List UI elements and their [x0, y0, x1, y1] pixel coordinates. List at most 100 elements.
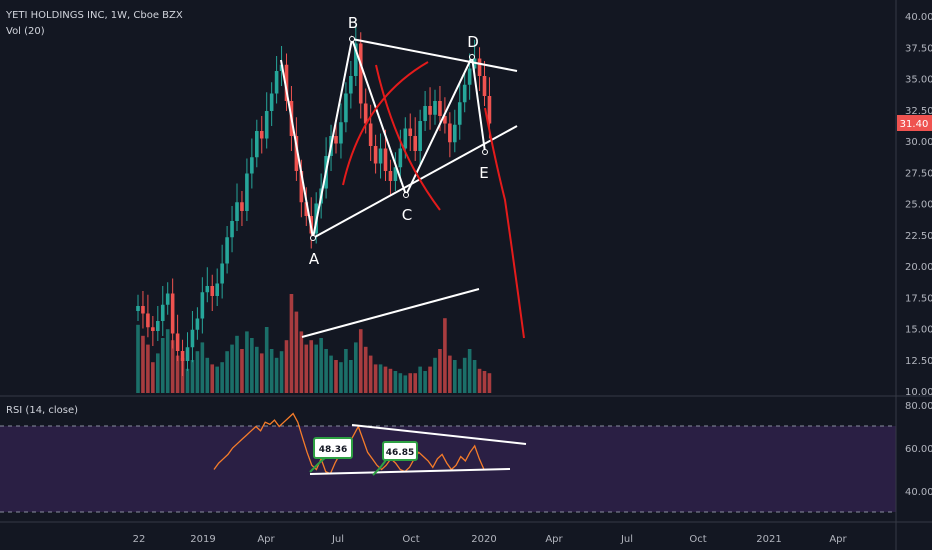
- candle-body: [151, 327, 155, 331]
- candle-body: [255, 131, 259, 158]
- candle-body: [235, 202, 239, 221]
- candle: [170, 278, 175, 349]
- candle: [448, 112, 452, 158]
- candle-body: [180, 351, 185, 361]
- candle: [388, 159, 393, 196]
- price-tick-label: 37.50: [905, 43, 932, 54]
- volume-bar: [309, 340, 314, 393]
- volume-trendline[interactable]: [301, 288, 480, 338]
- pattern-point-c[interactable]: [403, 192, 409, 198]
- rsi-label-2: 46.85: [386, 448, 414, 458]
- pattern-point-d[interactable]: [469, 54, 475, 60]
- candle: [358, 32, 363, 119]
- volume-bar: [462, 357, 467, 393]
- candle: [408, 113, 413, 151]
- volume-bar: [329, 355, 333, 393]
- projection-arc-down[interactable]: [375, 64, 441, 211]
- candle-body: [210, 286, 215, 296]
- volume-bar: [339, 362, 343, 393]
- volume-bar: [225, 351, 229, 393]
- rsi-upper-trendline[interactable]: [351, 424, 527, 445]
- pattern-point-a[interactable]: [310, 235, 316, 241]
- candle: [200, 277, 205, 334]
- volume-bar: [250, 338, 254, 393]
- candle: [344, 82, 348, 133]
- volume-bar: [175, 355, 180, 393]
- rsi-lower-trendline[interactable]: [309, 468, 511, 475]
- candle-body: [160, 304, 165, 321]
- volume-bar: [200, 342, 205, 393]
- projection-arc-up[interactable]: [342, 61, 429, 186]
- time-tick-label: Jul: [331, 534, 344, 545]
- volume-bar: [289, 294, 294, 393]
- price-tick-label: 27.50: [905, 168, 932, 179]
- volume-bar: [264, 327, 269, 393]
- time-axis[interactable]: 22 2019 Apr Jul Oct 2020 Apr Jul Oct 2021 Apr: [133, 534, 848, 545]
- candle-body: [245, 173, 249, 211]
- candle-body: [294, 136, 299, 171]
- candle-body: [378, 148, 383, 164]
- volume-bar: [344, 349, 348, 393]
- volume-bar: [160, 338, 165, 393]
- candle: [304, 187, 309, 226]
- volume-bar: [195, 351, 200, 393]
- projection-drop-curve[interactable]: [484, 107, 525, 339]
- candle: [136, 294, 140, 321]
- candle: [156, 306, 160, 341]
- rsi-green-arrow-1: [309, 456, 327, 473]
- candle-body: [284, 64, 289, 101]
- volume-bar: [413, 373, 417, 393]
- volume-bar: [472, 360, 477, 393]
- candle: [482, 61, 487, 106]
- volume-bar: [269, 349, 274, 393]
- volume-bar: [294, 311, 299, 393]
- pattern-point-e[interactable]: [482, 149, 488, 155]
- candle: [230, 206, 234, 253]
- candle: [215, 268, 219, 306]
- candle: [245, 158, 249, 221]
- candle: [284, 53, 289, 111]
- volume-bar: [383, 366, 388, 393]
- volume-bar: [235, 335, 239, 393]
- candle-body: [457, 102, 462, 125]
- candle: [235, 183, 239, 231]
- point-label-c: C: [402, 206, 412, 224]
- candle: [160, 286, 165, 336]
- candle: [264, 92, 269, 149]
- volume-bar: [487, 373, 492, 393]
- candle-body: [141, 306, 145, 314]
- volume-legend[interactable]: Vol (20): [6, 26, 45, 37]
- abcde-zigzag[interactable]: [280, 35, 486, 239]
- candle-body: [448, 123, 452, 143]
- price-axis[interactable]: 40.00 37.50 35.00 32.50 30.00 27.50 25.00 22.50…: [905, 12, 932, 398]
- rsi-tick-label: 60.00: [905, 444, 932, 455]
- volume-bar: [443, 318, 447, 393]
- candle: [175, 314, 180, 361]
- rsi-green-arrow-2: [372, 459, 387, 476]
- volume-bar: [403, 375, 408, 393]
- rsi-tick-label: 40.00: [905, 487, 932, 498]
- rsi-band: [0, 426, 896, 512]
- volume-bars: [136, 294, 492, 393]
- candle-body: [304, 202, 309, 216]
- candle-body: [443, 116, 447, 124]
- candle-body: [418, 121, 422, 151]
- wedge-upper-trendline[interactable]: [351, 38, 518, 72]
- rsi-legend[interactable]: RSI (14, close): [6, 405, 79, 416]
- candle-body: [423, 106, 427, 121]
- candle-body: [299, 171, 304, 203]
- candle-body: [195, 318, 200, 330]
- symbol-legend[interactable]: YETI HOLDINGS INC, 1W, Cboe BZX: [6, 10, 183, 21]
- candle: [190, 311, 195, 363]
- volume-bar: [151, 362, 155, 393]
- candle: [457, 83, 462, 140]
- candle: [428, 87, 432, 130]
- candle-body: [373, 146, 378, 164]
- pattern-point-b[interactable]: [349, 36, 355, 42]
- price-tick-label: 17.50: [905, 293, 932, 304]
- candle: [413, 117, 417, 161]
- candle-body: [269, 93, 274, 111]
- rsi-axis[interactable]: 80.00 60.00 40.00: [905, 401, 932, 498]
- candle-body: [482, 76, 487, 96]
